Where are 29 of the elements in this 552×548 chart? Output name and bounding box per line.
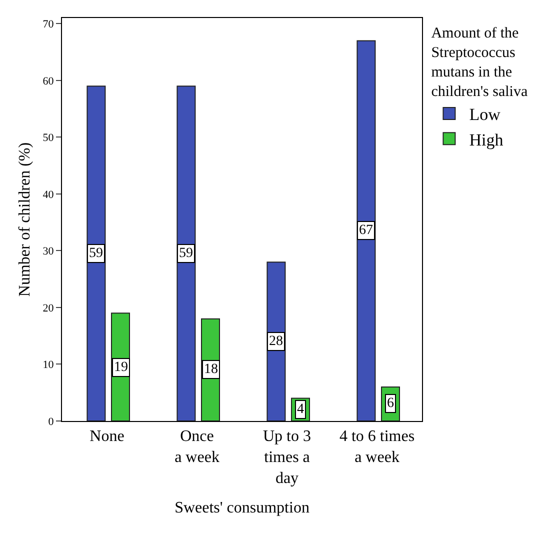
- bar: [176, 86, 196, 421]
- bar: [356, 40, 376, 421]
- data-label: 4: [297, 402, 304, 417]
- y-tick-label: 40: [42, 188, 54, 201]
- y-tick-label: 60: [42, 75, 54, 88]
- data-label: 18: [204, 362, 218, 377]
- y-tick-label: 20: [42, 302, 54, 314]
- x-tick-label: Once a week: [174, 428, 220, 466]
- y-tick-label: 30: [42, 246, 54, 258]
- x-axis-title: Sweets' consumption: [174, 500, 310, 516]
- data-label: 28: [269, 334, 283, 349]
- y-tick-label: 50: [42, 132, 54, 144]
- y-tick-label: 0: [48, 416, 54, 428]
- x-tick-label: None: [90, 428, 124, 446]
- data-label: 67: [359, 223, 373, 238]
- x-tick-label: Up to 3 times a day: [263, 428, 311, 487]
- bar: [86, 86, 106, 421]
- legend-label: Low: [469, 105, 502, 124]
- legend-label: High: [469, 130, 504, 150]
- legend-title: Amount of the Streptococcus mutans in the children's saliva: [431, 26, 528, 100]
- bar: [266, 262, 286, 421]
- y-tick-label: 70: [42, 18, 54, 31]
- data-label: 59: [89, 246, 103, 261]
- data-label: 6: [387, 396, 394, 411]
- data-label: 59: [179, 246, 193, 261]
- y-axis-title: Number of children (%): [16, 142, 34, 297]
- x-tick-label: 4 to 6 times a week: [339, 428, 415, 466]
- y-tick-label: 10: [42, 359, 54, 372]
- data-label: 19: [114, 360, 128, 375]
